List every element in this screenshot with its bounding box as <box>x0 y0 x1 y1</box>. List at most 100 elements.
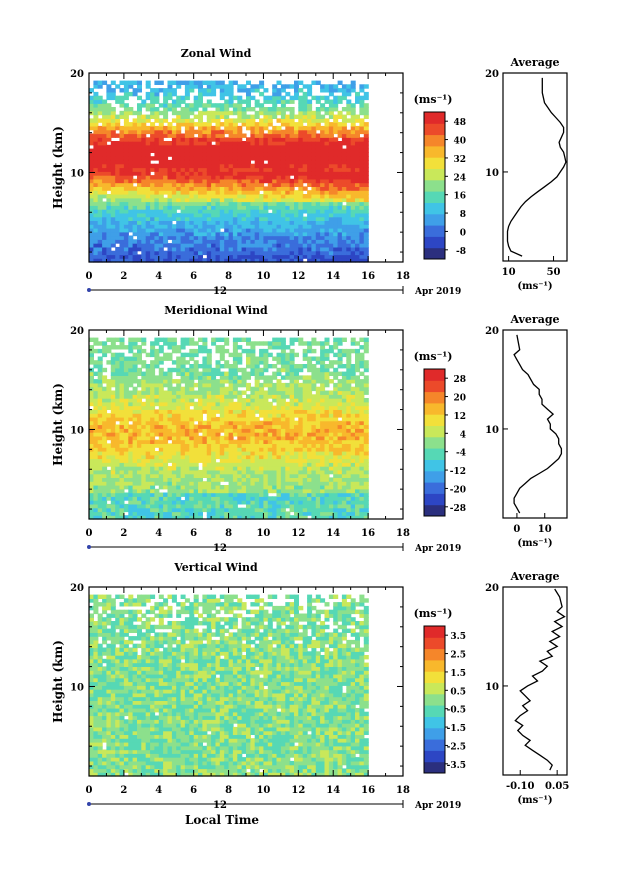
heatmap-cell <box>298 152 303 156</box>
heatmap-cell <box>106 205 111 209</box>
heatmap-cell <box>329 145 334 149</box>
heatmap-cell <box>207 485 212 489</box>
heatmap-cell <box>290 156 295 160</box>
heatmap-cell <box>329 175 334 179</box>
heatmap-cell <box>141 481 146 485</box>
heatmap-cell <box>146 183 151 187</box>
heatmap-cell <box>124 409 129 413</box>
heatmap-cell <box>268 447 273 451</box>
heatmap-cell <box>272 406 277 410</box>
heatmap-cell <box>259 387 264 391</box>
heatmap-cell <box>355 175 360 179</box>
heatmap-cell <box>163 183 168 187</box>
heatmap-cell <box>359 88 364 92</box>
heatmap-cell <box>154 504 159 508</box>
heatmap-cell <box>181 164 186 168</box>
heatmap-cell <box>111 145 116 149</box>
heatmap-cell <box>207 489 212 493</box>
heatmap-cell <box>242 481 247 485</box>
heatmap-cell <box>320 164 325 168</box>
heatmap-cell <box>325 243 330 247</box>
chart-title: Zonal Wind <box>181 47 252 60</box>
heatmap-cell <box>141 126 146 130</box>
heatmap-cell <box>189 247 194 251</box>
heatmap-cell <box>263 508 268 512</box>
heatmap-cell <box>111 224 116 228</box>
heatmap-cell <box>233 209 238 213</box>
heatmap-cell <box>137 402 142 406</box>
heatmap-cell <box>124 470 129 474</box>
heatmap-cell <box>194 459 199 463</box>
heatmap-cell <box>120 500 125 504</box>
heatmap-cell <box>211 145 216 149</box>
heatmap-cell <box>120 462 125 466</box>
heatmap-cell <box>320 175 325 179</box>
heatmap-cell <box>307 164 312 168</box>
heatmap-cell <box>342 209 347 213</box>
heatmap-cell <box>298 243 303 247</box>
heatmap-cell <box>259 481 264 485</box>
heatmap-cell <box>198 92 203 96</box>
heatmap-cell <box>115 402 120 406</box>
heatmap-cell <box>159 428 164 432</box>
heatmap-cell <box>290 205 295 209</box>
heatmap-cell <box>172 175 177 179</box>
heatmap-cell <box>229 428 234 432</box>
heatmap-cell <box>150 194 155 198</box>
heatmap-cell <box>346 171 351 175</box>
heatmap-cell <box>185 149 190 153</box>
heatmap-cell <box>311 152 316 156</box>
heatmap-cell <box>342 152 347 156</box>
heatmap-cell <box>250 126 255 130</box>
heatmap-cell <box>216 409 221 413</box>
heatmap-cell <box>106 394 111 398</box>
heatmap-cell <box>355 205 360 209</box>
heatmap-cell <box>316 194 321 198</box>
heatmap-cell <box>185 145 190 149</box>
heatmap-cell <box>111 239 116 243</box>
heatmap-cell <box>359 168 364 172</box>
heatmap-cell <box>172 239 177 243</box>
heatmap-cell <box>128 156 133 160</box>
heatmap-cell <box>277 130 282 134</box>
heatmap-cell <box>255 228 260 232</box>
heatmap-cell <box>263 432 268 436</box>
heatmap-cell <box>211 409 216 413</box>
heatmap-cell <box>359 194 364 198</box>
heatmap-cell <box>338 228 343 232</box>
heatmap-cell <box>325 96 330 100</box>
heatmap-cell <box>124 428 129 432</box>
heatmap-cell <box>172 462 177 466</box>
heatmap-cell <box>268 186 273 190</box>
heatmap-cell <box>211 171 216 175</box>
heatmap-cell <box>168 477 173 481</box>
heatmap-cell <box>211 186 216 190</box>
heatmap-cell <box>268 213 273 217</box>
heatmap-cell <box>207 394 212 398</box>
heatmap-cell <box>141 447 146 451</box>
heatmap-cell <box>207 175 212 179</box>
heatmap-cell <box>172 432 177 436</box>
heatmap-cell <box>220 88 225 92</box>
heatmap-cell <box>102 164 107 168</box>
heatmap-cell <box>194 451 199 455</box>
heatmap-cell <box>290 470 295 474</box>
heatmap-cell <box>163 130 168 134</box>
heatmap-cell <box>89 428 94 432</box>
heatmap-cell <box>263 413 268 417</box>
heatmap-cell <box>111 406 116 410</box>
heatmap-cell <box>106 349 111 353</box>
heatmap-cell <box>263 440 268 444</box>
heatmap-cell <box>194 349 199 353</box>
heatmap-cell <box>263 164 268 168</box>
heatmap-cell <box>250 247 255 251</box>
heatmap-cell <box>194 186 199 190</box>
heatmap-cell <box>303 217 308 221</box>
heatmap-cell <box>290 183 295 187</box>
heatmap-cell <box>202 451 207 455</box>
heatmap-cell <box>290 485 295 489</box>
x-tick-label: 10 <box>256 271 270 282</box>
heatmap-cell <box>325 126 330 130</box>
heatmap-cell <box>181 205 186 209</box>
